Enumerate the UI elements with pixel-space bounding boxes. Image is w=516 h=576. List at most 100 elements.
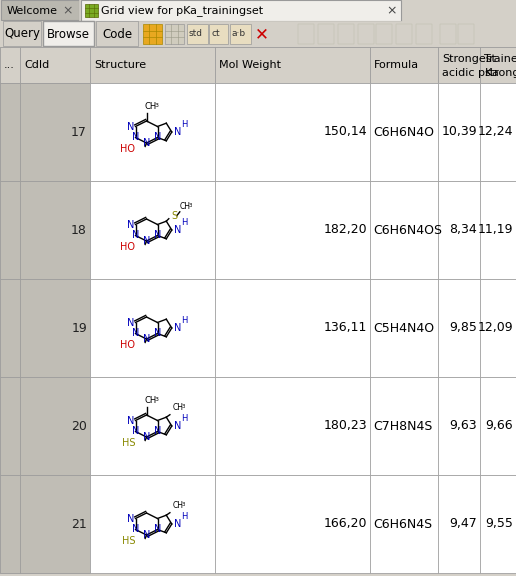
Text: N: N bbox=[174, 225, 181, 235]
Text: ...: ... bbox=[4, 60, 15, 70]
Text: 10,39: 10,39 bbox=[441, 126, 477, 138]
Text: H: H bbox=[181, 512, 187, 521]
Text: ×: × bbox=[387, 4, 397, 17]
Text: N: N bbox=[143, 334, 150, 344]
Text: N: N bbox=[127, 122, 135, 131]
Bar bbox=[20, 83, 90, 181]
Bar bbox=[90, 475, 215, 573]
Text: ct: ct bbox=[211, 29, 220, 39]
Bar bbox=[438, 181, 480, 279]
Text: a·b: a·b bbox=[232, 29, 246, 39]
Text: N: N bbox=[143, 530, 150, 540]
Text: 150,14: 150,14 bbox=[324, 126, 367, 138]
Bar bbox=[43, 21, 94, 46]
Text: N: N bbox=[132, 525, 139, 535]
Bar bbox=[0, 279, 20, 377]
Text: Structure: Structure bbox=[94, 60, 146, 70]
Bar bbox=[480, 83, 516, 181]
Text: N: N bbox=[154, 132, 161, 142]
Text: N: N bbox=[132, 328, 139, 339]
Text: N: N bbox=[127, 513, 135, 524]
Text: N: N bbox=[143, 138, 150, 148]
Text: H: H bbox=[181, 316, 187, 325]
Bar bbox=[20, 475, 90, 573]
Text: HS: HS bbox=[122, 536, 135, 545]
Text: Welcome: Welcome bbox=[7, 6, 58, 16]
Text: CH: CH bbox=[173, 501, 184, 510]
Bar bbox=[0, 83, 516, 181]
Bar bbox=[370, 475, 438, 573]
Bar bbox=[20, 279, 90, 377]
Text: N: N bbox=[143, 432, 150, 442]
Bar bbox=[20, 181, 90, 279]
Text: strongest: strongest bbox=[484, 68, 516, 78]
Text: N: N bbox=[127, 317, 135, 328]
Text: 3: 3 bbox=[189, 203, 192, 208]
Bar bbox=[480, 279, 516, 377]
Bar bbox=[215, 377, 370, 475]
Text: CH: CH bbox=[144, 396, 157, 405]
Bar bbox=[20, 47, 90, 83]
Bar bbox=[0, 475, 20, 573]
Bar bbox=[1, 0, 79, 20]
Text: 9,47: 9,47 bbox=[449, 517, 477, 530]
Text: 3: 3 bbox=[154, 103, 158, 108]
Text: S: S bbox=[172, 211, 178, 221]
Bar bbox=[396, 24, 412, 44]
Text: N: N bbox=[132, 230, 139, 241]
Bar bbox=[0, 377, 20, 475]
Bar bbox=[480, 377, 516, 475]
Text: 9,66: 9,66 bbox=[486, 419, 513, 433]
Text: Query: Query bbox=[4, 28, 40, 40]
Bar bbox=[438, 279, 480, 377]
Text: 166,20: 166,20 bbox=[324, 517, 367, 530]
Bar bbox=[438, 475, 480, 573]
Bar bbox=[20, 377, 90, 475]
Text: 182,20: 182,20 bbox=[324, 223, 367, 237]
Bar bbox=[370, 47, 438, 83]
Text: 3: 3 bbox=[154, 397, 158, 401]
Bar bbox=[215, 181, 370, 279]
Bar bbox=[376, 24, 392, 44]
Bar bbox=[81, 0, 401, 21]
Text: N: N bbox=[154, 230, 161, 241]
Bar bbox=[230, 24, 251, 44]
Text: 19: 19 bbox=[71, 321, 87, 335]
Bar bbox=[370, 181, 438, 279]
Bar bbox=[215, 475, 370, 573]
Text: N: N bbox=[174, 323, 181, 333]
Text: 11,19: 11,19 bbox=[477, 223, 513, 237]
Text: CH: CH bbox=[144, 102, 157, 111]
Text: Mol Weight: Mol Weight bbox=[219, 60, 281, 70]
Bar bbox=[438, 47, 480, 83]
Bar bbox=[165, 24, 184, 44]
Text: HO: HO bbox=[120, 143, 135, 153]
Bar bbox=[480, 47, 516, 83]
Bar bbox=[438, 377, 480, 475]
Text: HO: HO bbox=[120, 241, 135, 252]
Text: 3: 3 bbox=[182, 404, 185, 409]
Text: 12,09: 12,09 bbox=[477, 321, 513, 335]
Text: N: N bbox=[174, 519, 181, 529]
Bar bbox=[416, 24, 432, 44]
Text: CH: CH bbox=[173, 403, 184, 412]
Text: N: N bbox=[174, 421, 181, 431]
Bar bbox=[215, 279, 370, 377]
Bar bbox=[215, 83, 370, 181]
Bar bbox=[3, 21, 41, 46]
Text: N: N bbox=[127, 219, 135, 229]
Bar bbox=[358, 24, 374, 44]
Text: N: N bbox=[174, 127, 181, 137]
Text: H: H bbox=[181, 120, 187, 129]
Bar bbox=[0, 47, 20, 83]
Text: N: N bbox=[127, 415, 135, 426]
Bar bbox=[0, 475, 516, 573]
Text: H: H bbox=[181, 414, 187, 423]
Bar bbox=[187, 24, 208, 44]
Text: 17: 17 bbox=[71, 126, 87, 138]
Text: 180,23: 180,23 bbox=[324, 419, 367, 433]
Text: 8,34: 8,34 bbox=[449, 223, 477, 237]
Bar bbox=[209, 24, 228, 44]
Text: 20: 20 bbox=[71, 419, 87, 433]
Bar bbox=[0, 279, 516, 377]
